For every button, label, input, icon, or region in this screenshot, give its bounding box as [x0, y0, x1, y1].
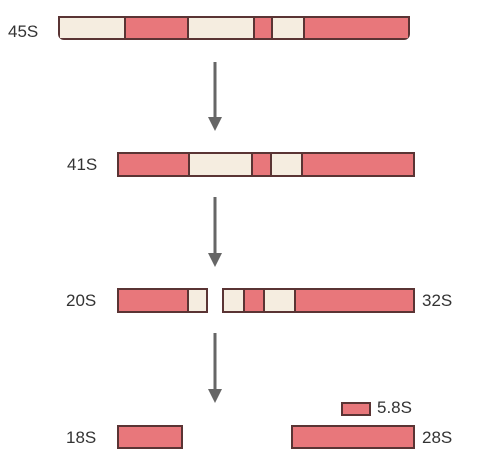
segment-5-8s: [243, 290, 263, 311]
label-41s: 41S: [67, 155, 98, 174]
segment-5-ets: [60, 18, 124, 38]
label-32s: 32S: [422, 291, 453, 310]
rrna-41s-intermediate: [117, 152, 415, 177]
rrna-20s-intermediate: [117, 288, 208, 313]
rrna-28s-mature: [291, 425, 415, 449]
segment-its1-fragment: [187, 290, 206, 311]
segment-its2: [270, 154, 301, 175]
segment-its1-fragment: [224, 290, 243, 311]
label-28s: 28S: [422, 428, 453, 447]
segment-28s: [294, 290, 413, 311]
segment-its1: [188, 154, 251, 175]
segment-5-8s: [253, 18, 271, 38]
segment-18s: [119, 154, 188, 175]
segment-its2: [271, 18, 303, 38]
segment-its1: [187, 18, 253, 38]
arrow-41s-to-20s-32s: [208, 197, 222, 267]
rrna-5-8s-mature: [341, 402, 371, 416]
label-45s: 45S: [8, 22, 39, 41]
rrna-18s-mature: [117, 425, 183, 449]
rrna-45s-precursor: [58, 16, 410, 40]
arrow-to-mature-rrnas: [208, 333, 222, 403]
segment-5-8s: [251, 154, 270, 175]
label-20s: 20S: [66, 291, 97, 310]
label-18s: 18S: [66, 428, 97, 447]
segment-18s: [119, 290, 187, 311]
arrow-45s-to-41s: [208, 62, 222, 131]
segment-28s: [301, 154, 413, 175]
label-5-8s: 5.8S: [377, 398, 412, 417]
segment-18s: [124, 18, 187, 38]
segment-28s: [303, 18, 408, 38]
segment-its2: [263, 290, 294, 311]
rrna-32s-intermediate: [222, 288, 415, 313]
